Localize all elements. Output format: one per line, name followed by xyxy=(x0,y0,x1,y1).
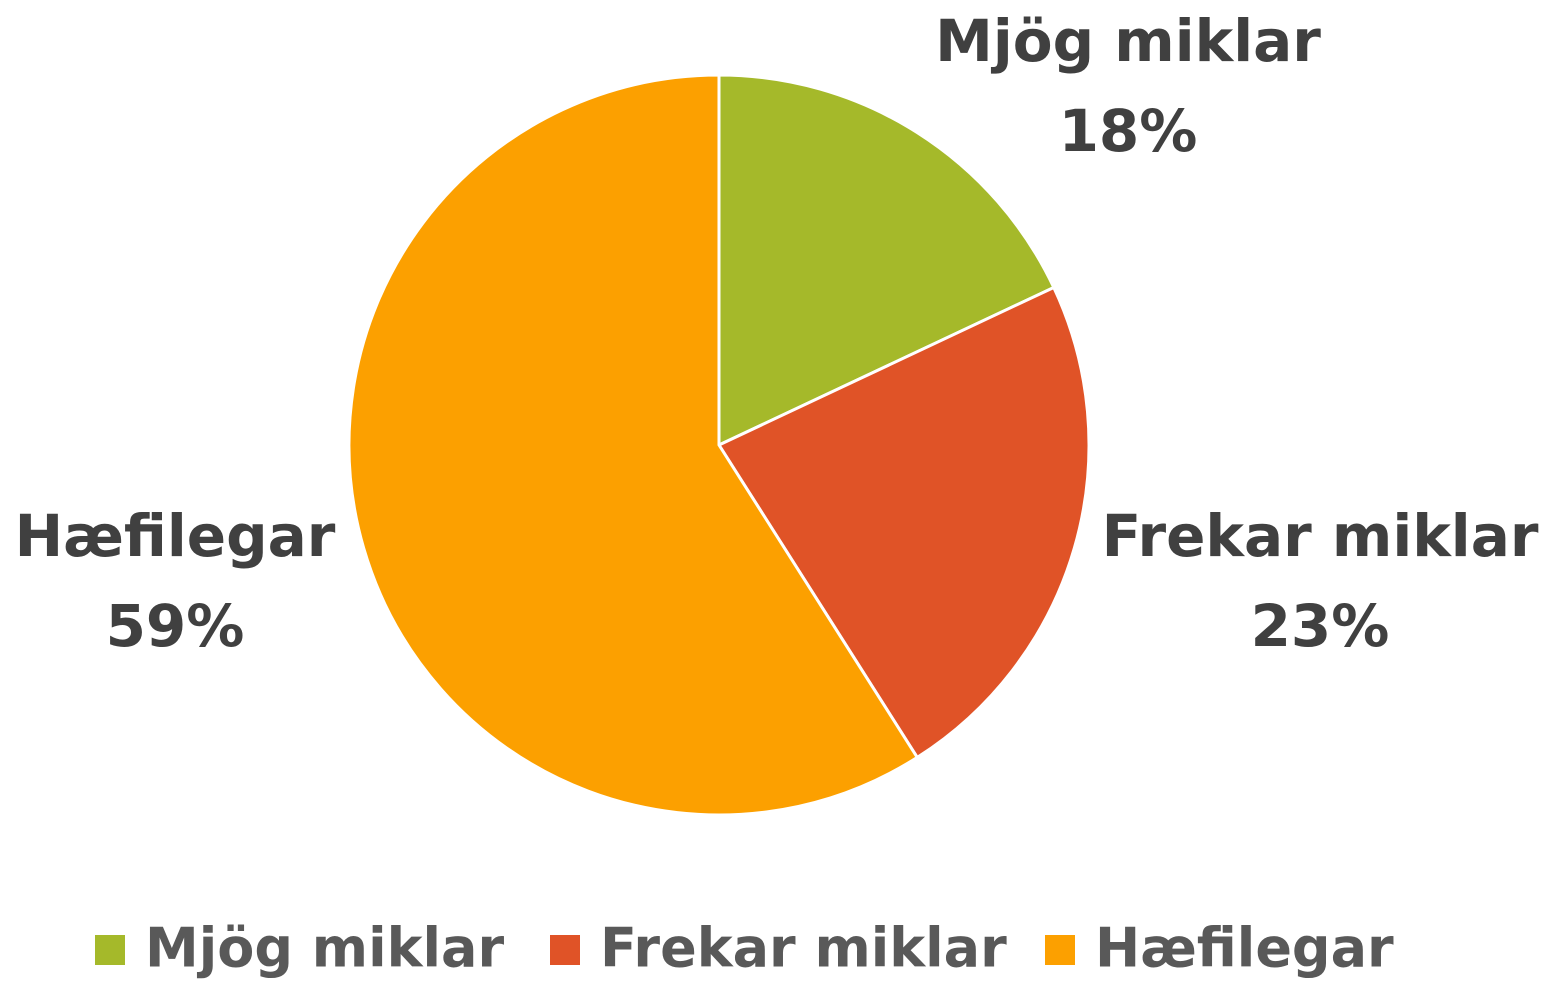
slice-label: Mjög miklar xyxy=(935,7,1321,75)
legend-label: Hæfilegar xyxy=(1095,917,1394,980)
pie-slice xyxy=(347,73,920,817)
slice-label: Hæfilegar xyxy=(15,502,336,570)
pie-slice xyxy=(717,73,1056,448)
slice-value: 23% xyxy=(1251,592,1390,660)
slice-value: 59% xyxy=(106,592,245,660)
legend-label: Frekar miklar xyxy=(600,917,1007,980)
legend-label: Mjög miklar xyxy=(145,917,504,980)
slice-label: Frekar miklar xyxy=(1102,502,1539,570)
legend-swatch xyxy=(95,935,125,965)
legend-swatch xyxy=(1045,935,1075,965)
slice-value: 18% xyxy=(1059,97,1198,165)
legend-swatch xyxy=(550,935,580,965)
pie-slice xyxy=(716,285,1091,760)
